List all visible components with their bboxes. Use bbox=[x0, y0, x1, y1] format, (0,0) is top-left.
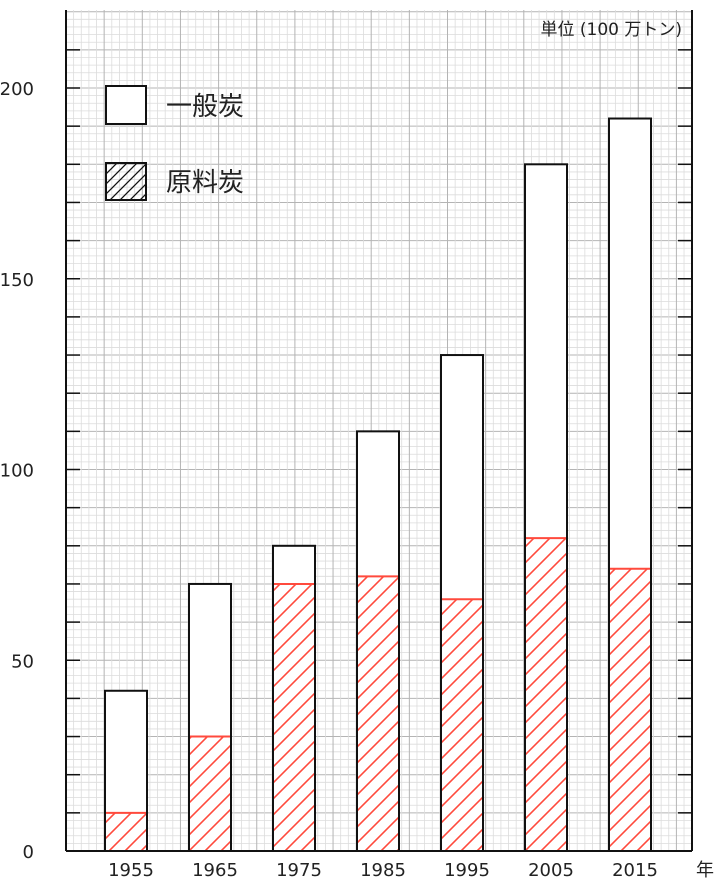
x-tick-label: 2015 bbox=[612, 860, 658, 881]
legend-swatch-hatched bbox=[105, 162, 147, 201]
legend: 一般炭 原料炭 bbox=[105, 85, 244, 201]
x-tick-label: 1955 bbox=[108, 860, 154, 881]
legend-swatch-white bbox=[105, 85, 147, 125]
bar-coking-coal-2005 bbox=[526, 538, 566, 851]
x-tick-label: 1975 bbox=[276, 860, 322, 881]
bar-coking-coal-1995 bbox=[442, 599, 482, 851]
bar-coking-coal-1985 bbox=[358, 576, 398, 851]
x-tick-labels: 1955 1965 1975 1985 1995 2005 2015 bbox=[108, 860, 658, 881]
y-tick-label: 100 bbox=[0, 461, 34, 482]
y-tick-labels: 0 50 100 150 200 bbox=[0, 79, 34, 863]
x-tick-label: 1985 bbox=[360, 860, 406, 881]
x-axis-label: 年 bbox=[696, 860, 714, 881]
bar-coking-coal-2015 bbox=[610, 568, 650, 851]
bars bbox=[104, 117, 652, 853]
legend-label-general-coal: 一般炭 bbox=[166, 92, 244, 122]
y-tick-label: 50 bbox=[11, 651, 34, 672]
plot-frame bbox=[65, 10, 693, 852]
y-tick-label: 200 bbox=[0, 79, 34, 100]
x-tick-label: 1965 bbox=[192, 860, 238, 881]
y-tick-label: 0 bbox=[23, 842, 34, 863]
bar-coking-coal-1965 bbox=[190, 736, 230, 851]
bar-coking-coal-1975 bbox=[274, 583, 314, 851]
x-tick-label: 2005 bbox=[528, 860, 574, 881]
y-tick-label: 150 bbox=[0, 270, 34, 291]
bar-coking-coal-1955 bbox=[106, 812, 146, 851]
legend-label-coking-coal: 原料炭 bbox=[166, 168, 244, 198]
x-tick-label: 1995 bbox=[444, 860, 490, 881]
unit-label: 単位 (100 万トン) bbox=[540, 20, 682, 40]
